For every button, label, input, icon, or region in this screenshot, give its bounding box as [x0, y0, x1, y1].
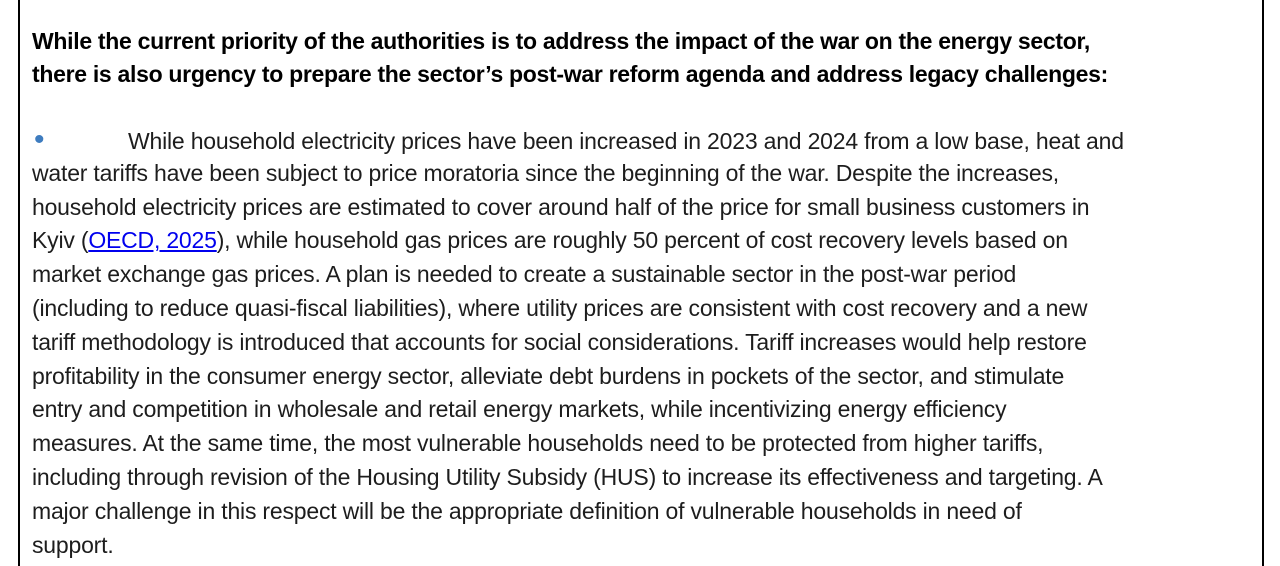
text-block: While the current priority of the author…: [32, 25, 1244, 562]
bullet-icon: •: [34, 123, 45, 156]
paragraph-line: profitability in the consumer energy sec…: [32, 362, 1065, 389]
paragraph-text: ), while household gas prices are roughl…: [216, 227, 1068, 254]
table-cell-border-left: [18, 0, 20, 566]
paragraph-line: tariff methodology is introduced that ac…: [32, 328, 1087, 355]
bullet-paragraph: • While household electricity prices have…: [32, 123, 1244, 562]
paragraph-line: including through revision of the Housin…: [32, 463, 1103, 490]
paragraph-line: entry and competition in wholesale and r…: [32, 396, 1007, 423]
paragraph-line: household electricity prices are estimat…: [32, 193, 1090, 220]
oecd-2025-link[interactable]: OECD, 2025: [88, 227, 217, 254]
paragraph-text: While household electricity prices have …: [128, 128, 1124, 154]
heading-line-1: While the current priority of the author…: [32, 28, 1090, 54]
paragraph-line: major challenge in this respect will be …: [32, 497, 1022, 524]
paragraph-text: Kyiv (: [32, 227, 89, 254]
paragraph-line: Kyiv (OECD, 2025), while household gas p…: [32, 224, 1244, 258]
paragraph-line: measures. At the same time, the most vul…: [32, 430, 1044, 457]
paragraph-heading: While the current priority of the author…: [32, 25, 1244, 91]
paragraph-line: • While household electricity prices have…: [32, 123, 1244, 157]
table-cell-border-right: [1262, 0, 1264, 566]
paragraph-line: water tariffs have been subject to price…: [32, 159, 1059, 186]
paragraph-line: market exchange gas prices. A plan is ne…: [32, 261, 1017, 288]
paragraph-line: (including to reduce quasi-fiscal liabil…: [32, 294, 1088, 321]
heading-line-2: there is also urgency to prepare the sec…: [32, 61, 1108, 87]
paragraph-line: support.: [32, 531, 114, 558]
